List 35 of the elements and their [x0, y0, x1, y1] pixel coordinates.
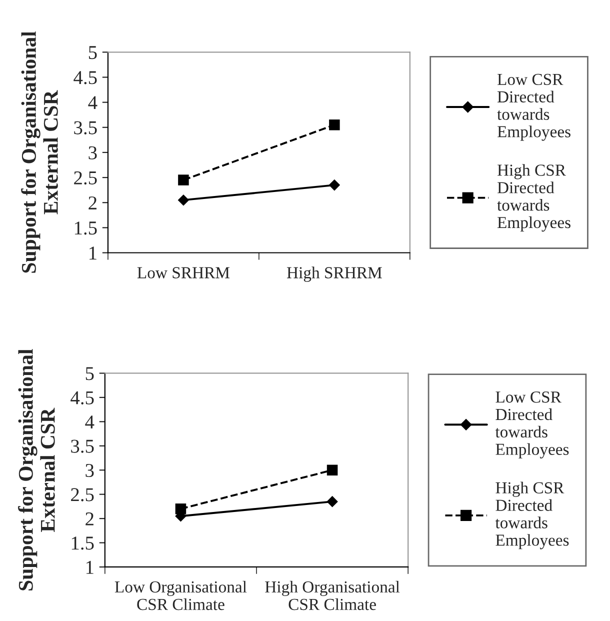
point: [329, 180, 340, 190]
y-tick-label: 5: [88, 46, 97, 60]
point: [178, 174, 189, 186]
legend-label: Low CSR Directed towards Employees: [497, 74, 570, 141]
legend-label: High CSR Directed towards Employees: [495, 482, 569, 550]
legend-label: High CSR Directed towards Employees: [497, 164, 570, 232]
x-tick-label: High Organisational CSR Climate: [265, 580, 400, 610]
y-axis-title: Support for Organisational External CSR: [18, 349, 55, 590]
y-axis-title: Support for Organisational External CSR: [21, 31, 58, 273]
y-tick-label: 3.5: [71, 440, 94, 453]
point: [175, 503, 186, 514]
y-tick-label: 4.5: [74, 71, 97, 84]
y-tick-label: 2.5: [71, 488, 94, 502]
y-tick-label: 3.5: [74, 121, 97, 134]
y-tick-label: 5: [86, 367, 94, 380]
point: [326, 496, 338, 508]
x-tick-label: High SRHRM: [286, 266, 382, 282]
point: [329, 119, 340, 130]
y-tick-label: 1.5: [74, 222, 97, 235]
y-tick-label: 1: [86, 560, 94, 574]
y-tick-label: 1.5: [72, 536, 94, 550]
y-tick-label: 2.5: [74, 171, 97, 185]
y-tick-label: 4.5: [70, 391, 94, 404]
y-tick-label: 3: [88, 146, 97, 160]
y-tick-label: 1: [90, 246, 96, 260]
x-tick-label: Low Organisational CSR Climate: [114, 580, 247, 610]
y-tick-label: 4: [88, 96, 98, 110]
point: [326, 464, 338, 476]
x-tick-label: Low SRHRM: [137, 267, 230, 278]
point: [178, 194, 189, 206]
y-tick-label: 2: [86, 512, 94, 526]
y-tick-label: 4: [85, 416, 94, 428]
legend-label: Low CSR Directed towards Employees: [495, 391, 569, 458]
y-tick-label: 2: [88, 196, 96, 210]
y-tick-label: 3: [86, 464, 94, 478]
